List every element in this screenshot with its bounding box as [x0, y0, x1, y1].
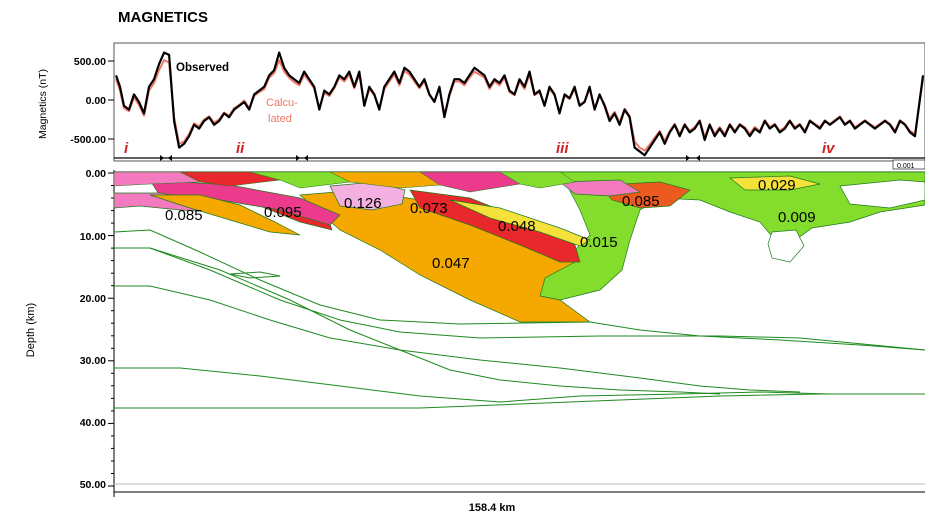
- legend-calculated-2: lated: [268, 113, 292, 125]
- unit-label-0-029: 0.029: [758, 177, 796, 194]
- depth-ytick-20: 20.00: [80, 293, 106, 305]
- magnetics-plot-frame: [113, 42, 925, 162]
- body-surface-strip-3: [249, 171, 351, 189]
- body-orange-west: [149, 194, 301, 236]
- mag-ytick-labels: 500.00 0.00 -500.00: [70, 56, 106, 146]
- corner-label: 0.001: [897, 163, 915, 170]
- unit-label-0-015: 0.015: [580, 234, 618, 251]
- legend-calculated-1: Calcu-: [266, 97, 298, 109]
- legend-observed: Observed: [176, 62, 229, 74]
- unit-label-0-047: 0.047: [432, 255, 470, 272]
- body-surface-strip-4: [329, 171, 441, 189]
- magnetics-series: [114, 51, 925, 157]
- body-surface-strip-6: [499, 171, 576, 189]
- unit-label-0-009: 0.009: [778, 209, 816, 226]
- series-observed: [114, 51, 925, 157]
- body-white-east: [839, 179, 925, 209]
- depth-ytick-labels: 0.00 10.00 20.00 30.00 40.00 50.00: [80, 168, 106, 491]
- depth-ylabel: Depth (km): [25, 303, 37, 357]
- mag-ytick-marks: [108, 60, 114, 140]
- domain-label-i: i: [124, 140, 129, 157]
- depth-ytick-30: 30.00: [80, 355, 106, 367]
- scale-bar: [113, 487, 925, 497]
- domain-label-ii: ii: [236, 140, 245, 157]
- body-surface-strip-1: [113, 171, 201, 187]
- geology-bodies: [113, 171, 925, 323]
- horizon-lines: [113, 229, 925, 409]
- body-white-small: [767, 229, 805, 263]
- mag-ylabel: Magnetics (nT): [37, 69, 49, 139]
- xlabel: 158.4 km: [469, 502, 516, 514]
- depth-ytick-50: 50.00: [80, 479, 106, 491]
- mag-ytick-neg500: -500.00: [70, 134, 106, 146]
- unit-label-0-085-east: 0.085: [622, 193, 660, 210]
- depth-ytick-10: 10.00: [80, 231, 106, 243]
- depth-ytick-40: 40.00: [80, 417, 106, 429]
- mag-ytick-0: 0.00: [86, 95, 107, 107]
- body-surface-strip-2: [179, 171, 281, 187]
- body-yellow: [449, 199, 591, 247]
- domain-label-iv: iv: [822, 140, 836, 157]
- mag-ytick-500: 500.00: [74, 56, 106, 68]
- body-pink-east: [559, 179, 642, 197]
- domain-markers: [160, 155, 700, 161]
- unit-label-0-095: 0.095: [264, 204, 302, 221]
- body-surface-strip-5: [419, 171, 521, 193]
- unit-label-0-126: 0.126: [344, 195, 382, 212]
- domain-labels: i ii iii iv: [124, 140, 836, 157]
- page-title: MAGNETICS: [118, 9, 208, 26]
- domain-label-iii: iii: [556, 140, 569, 157]
- body-yellow-east: [729, 175, 821, 191]
- depth-tick-marks: [108, 172, 114, 487]
- depth-ytick-0: 0.00: [86, 168, 107, 180]
- unit-labels: 0.085 0.095 0.126 0.073 0.048 0.047 0.01…: [165, 177, 816, 272]
- unit-label-0-085-west: 0.085: [165, 207, 203, 224]
- unit-label-0-073: 0.073: [410, 200, 448, 217]
- unit-label-0-048: 0.048: [498, 218, 536, 235]
